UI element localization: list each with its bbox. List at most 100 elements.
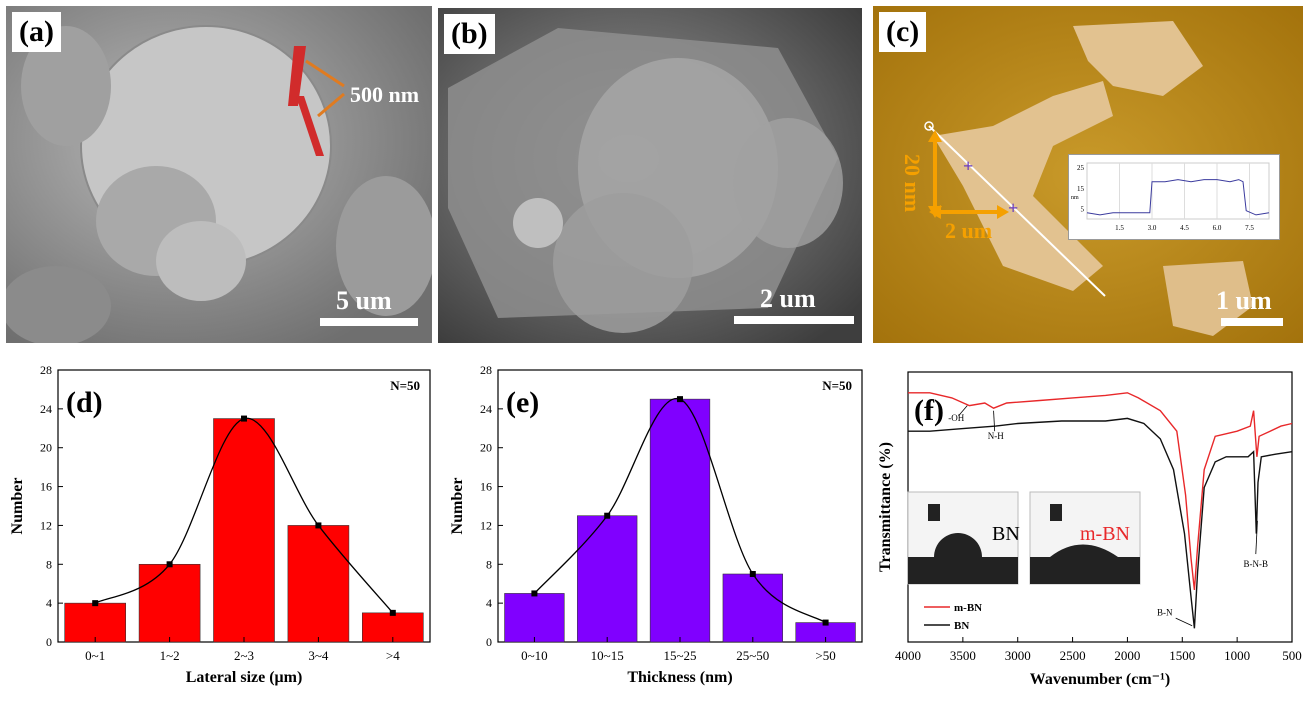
inset-ytick-label: 25 (1077, 164, 1085, 172)
red-marker-1 (288, 46, 306, 106)
chart-e-xtick-label: >50 (815, 648, 835, 663)
chart-f-xtick-label: 2000 (1114, 648, 1140, 663)
chart-d-bar (287, 525, 350, 643)
chart-e-panel-label: (e) (506, 386, 539, 419)
chart-f-annotation-pointer (958, 405, 968, 417)
chart-e-ylabel: Number (449, 478, 466, 535)
height-profile-plot: 1.5 3.0 4.5 6.0 7.5 25 15 5nm (1071, 162, 1270, 232)
chart-f-annotation-pointer (1255, 520, 1258, 555)
panel-label-a: (a) (12, 12, 61, 52)
chart-d-xtick-label: 3~4 (308, 648, 329, 663)
chart-d-svg: 0 4 8 12 16 20 24 28 0~1 1~2 2~3 3~4 >4 (d) N=50 Latera… (9, 363, 431, 686)
inset-xtick-label: 1.5 (1115, 224, 1124, 232)
chart-f-xtick-label: 3000 (1005, 648, 1031, 663)
wc-mbn-needle (1050, 504, 1062, 521)
legend-label-bn: BN (954, 620, 969, 632)
chart-d-data-point (166, 561, 173, 568)
chart-d-xtick-label: >4 (386, 648, 400, 663)
chart-e-bar (722, 573, 783, 643)
chart-e-ytick-label: 20 (480, 441, 492, 455)
chart-d-data-point (315, 522, 322, 529)
chart-d-lateral-size: 0 4 8 12 16 20 24 28 0~1 1~2 2~3 3~4 >4 (d) N=50 Latera… (0, 352, 440, 701)
scale-label-b: 2 um (760, 284, 816, 313)
scale-bar-b (734, 316, 854, 324)
sem-image-b (438, 8, 862, 343)
inset-profile-line (1086, 179, 1270, 216)
chart-f-annotation: N-H (988, 431, 1004, 441)
chart-d-bar (213, 418, 275, 643)
scale-bar-c (1221, 318, 1283, 326)
chart-e-thickness: 0 4 8 12 16 20 24 28 0~10 10~15 15~25 25~50 >50 (e) N=… (440, 352, 872, 701)
sem-image-a (6, 6, 432, 343)
wc-mbn-droplet (1050, 544, 1118, 557)
chart-e-note: N=50 (822, 378, 852, 393)
panel-a-sem-image: (a) 500 nm 5 um (6, 6, 432, 343)
panel-b-sem-image: (b) 2 um (438, 8, 862, 343)
scale-label-c: 1 um (1216, 286, 1272, 315)
chart-d-xlabel: Lateral size (μm) (186, 669, 303, 686)
inset-frame (1086, 162, 1270, 220)
chart-e-ytick-label: 12 (480, 518, 492, 532)
wc-bn-label: BN (992, 523, 1020, 545)
chart-d-xtick-label: 0~1 (85, 648, 105, 663)
chart-d-ylabel: Number (9, 478, 26, 535)
chart-f-ylabel: Transmittance (%) (877, 442, 894, 572)
chart-d-data-point (92, 600, 99, 607)
chart-e-bar (504, 593, 565, 643)
inset-ytick-label: 5 (1081, 206, 1085, 214)
svg-text:+: + (963, 156, 973, 176)
chart-f-series-line (908, 417, 1293, 629)
chart-f-xtick-label: 1000 (1224, 648, 1250, 663)
chart-e-xtick-label: 0~10 (521, 648, 548, 663)
chart-d-data-point (389, 609, 396, 616)
chart-d-ytick-label: 20 (40, 441, 52, 455)
chart-e-svg: 0 4 8 12 16 20 24 28 0~10 10~15 15~25 25~50 >50 (e) N=… (449, 363, 863, 686)
chart-e-data-point (531, 590, 538, 597)
wc-mbn-label: m-BN (1080, 523, 1130, 545)
chart-e-xtick-label: 25~50 (736, 648, 769, 663)
chart-e-xtick-label: 10~15 (591, 648, 624, 663)
legend-label-mbn: m-BN (954, 602, 982, 614)
svg-text:+: + (1008, 198, 1018, 218)
chart-f-ftir: 4000 3500 3000 2500 2000 1500 1000 500 -OH N-H B-N… (872, 352, 1312, 701)
chart-e-data-point (604, 512, 611, 519)
wc-mbn-substrate (1030, 557, 1140, 584)
chart-f-xtick-label: 3500 (950, 648, 976, 663)
chart-f-xtick-label: 500 (1282, 648, 1302, 663)
inset-xtick-label: 6.0 (1213, 224, 1222, 232)
chart-d-ytick-label: 24 (40, 402, 52, 416)
inset-xtick-label: 7.5 (1245, 224, 1254, 232)
annotation-500nm: 500 nm (350, 82, 420, 107)
scale-bar-a (320, 318, 418, 326)
chart-f-annotation: B-N-B (1244, 559, 1269, 569)
chart-e-ytick-label: 0 (486, 635, 492, 649)
chart-e-bar (577, 515, 638, 643)
inset-y-unit: nm (1071, 195, 1079, 201)
chart-d-xtick-label: 2~3 (234, 648, 254, 663)
chart-d-ytick-label: 12 (40, 518, 52, 532)
panel-c-afm-image: + + (c) 20 nm 2 um 1.5 3.0 4.5 6.0 7.5 25 15 5 n… (873, 6, 1303, 343)
chart-d-ytick-label: 8 (46, 557, 52, 571)
chart-f-xtick-label: 4000 (895, 648, 921, 663)
chart-f-series-line (908, 392, 1293, 590)
wc-bn-substrate (908, 557, 1018, 584)
chart-d-ytick-label: 0 (46, 635, 52, 649)
wc-bn-needle (928, 504, 940, 521)
width-label-2um: 2 um (945, 218, 993, 243)
chart-e-xtick-label: 15~25 (663, 648, 696, 663)
red-marker-2 (296, 96, 324, 156)
scale-label-a: 5 um (336, 286, 392, 315)
chart-f-annotation: B-N (1157, 608, 1173, 618)
chart-e-data-point (677, 396, 683, 403)
inset-ytick-label: 15 (1077, 185, 1085, 193)
chart-f-annotation-pointer (993, 410, 996, 432)
chart-f-svg: 4000 3500 3000 2500 2000 1500 1000 500 -OH N-H B-N… (877, 371, 1302, 688)
chart-e-data-point (749, 571, 756, 577)
chart-d-note: N=50 (390, 378, 420, 393)
panel-label-c: (c) (879, 12, 927, 52)
chart-f-annotation: -OH (948, 413, 964, 423)
chart-f-panel-label: (f) (914, 394, 944, 427)
chart-d-ytick-label: 28 (40, 363, 52, 377)
chart-e-xlabel: Thickness (nm) (627, 669, 732, 686)
inset-xtick-label: 3.0 (1148, 224, 1157, 232)
